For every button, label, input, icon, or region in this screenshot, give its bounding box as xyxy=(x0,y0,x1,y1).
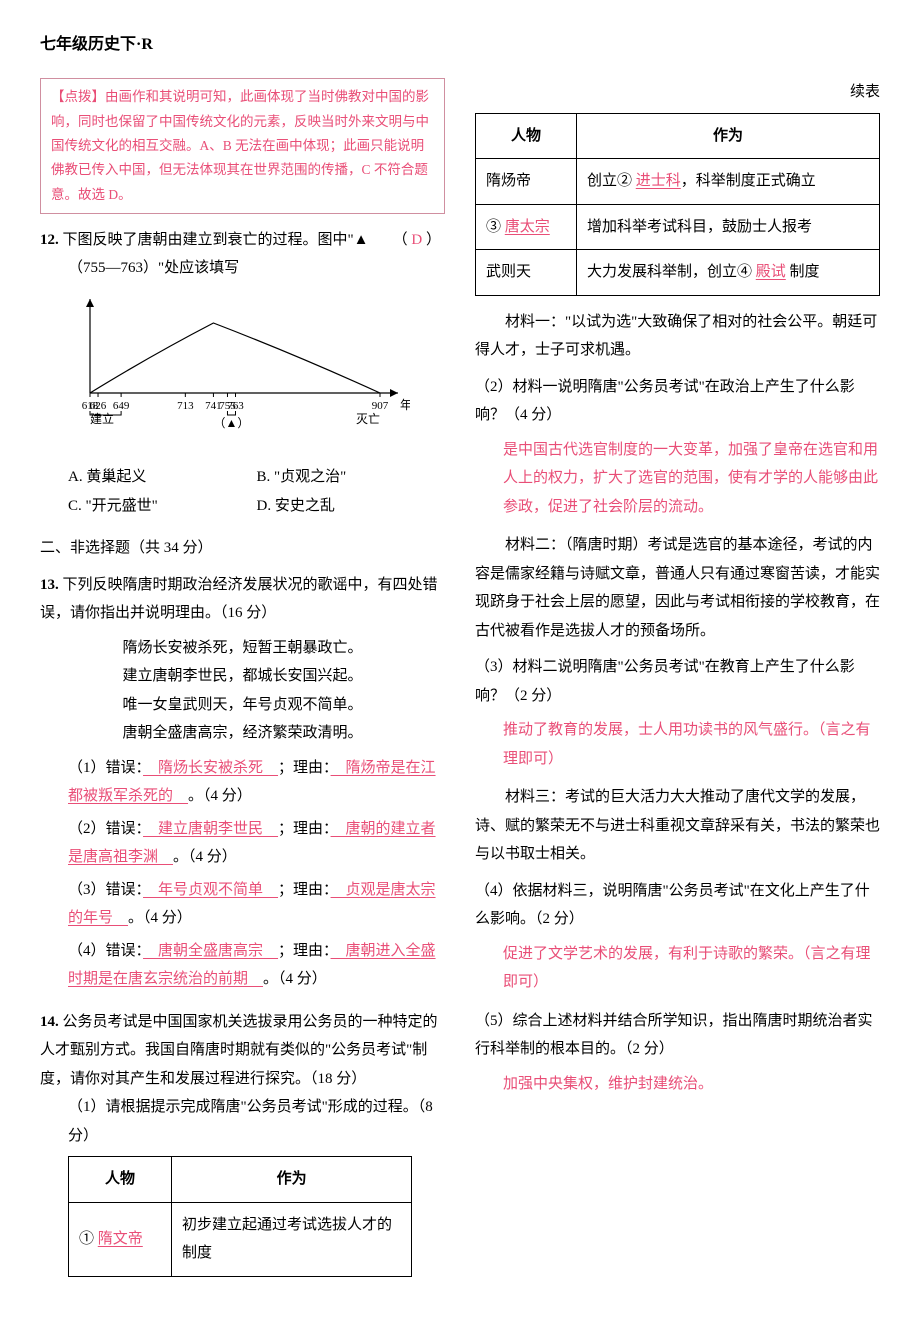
q14-sub4-a: 促进了文学艺术的发展，有利于诗歌的繁荣。（言之有理即可） xyxy=(503,940,880,997)
svg-text:灭亡: 灭亡 xyxy=(356,412,380,426)
q12-text-a: 下图反映了唐朝由建立到衰亡的过程。图中"▲ xyxy=(63,232,369,248)
cell-fill: 隋文帝 xyxy=(98,1231,143,1247)
svg-text:649: 649 xyxy=(113,400,130,412)
q12-opt-c: C. "开元盛世" xyxy=(68,492,257,521)
q12-answer-paren: （ D ） xyxy=(393,226,441,255)
svg-text:763: 763 xyxy=(227,400,244,412)
q12-opt-d: D. 安史之乱 xyxy=(257,492,446,521)
cell-fill: 殿试 xyxy=(756,264,786,280)
table-row: ① 隋文帝 初步建立起通过考试选拔人才的制度 xyxy=(69,1202,412,1276)
th-person: 人物 xyxy=(476,113,577,159)
th-person: 人物 xyxy=(69,1157,172,1203)
table-row: 武则天 大力发展科举制，创立④ 殿试 制度 xyxy=(476,250,880,296)
table-row: ③ 唐太宗 增加科举考试科目，鼓励士人报考 xyxy=(476,204,880,250)
right-column: 续表 人物 作为 隋炀帝 创立② 进士科，科举制度正式确立 ③ 唐太宗 增加科举… xyxy=(475,78,880,1290)
hint-box: 【点拨】由画作和其说明可知，此画体现了当时佛教对中国的影响，同时也保留了中国传统… xyxy=(40,78,445,213)
q14-sub4-q: （4）依据材料三，说明隋唐"公务员考试"在文化上产生了什么影响。（2 分） xyxy=(475,877,880,934)
th-action: 作为 xyxy=(171,1157,411,1203)
cell-pre: ③ xyxy=(486,219,505,235)
paren-r: ） xyxy=(426,232,441,248)
q14-sub1-label: （1）请根据提示完成隋唐"公务员考试"形成的过程。（8 分） xyxy=(68,1093,445,1150)
q13-subitem: （1）错误： 隋炀长安被杀死 ；理由： 隋炀帝是在江都被叛军杀死的 。（4 分） xyxy=(68,754,445,811)
section-2-head: 二、非选择题（共 34 分） xyxy=(40,534,445,563)
q14-table2: 人物 作为 隋炀帝 创立② 进士科，科举制度正式确立 ③ 唐太宗 增加科举考试科… xyxy=(475,113,880,296)
q13-poem: 隋炀长安被杀死，短暂王朝暴政亡。 建立唐朝李世民，都城长安国兴起。 唯一女皇武则… xyxy=(40,634,445,748)
cell-pre: ① xyxy=(79,1231,98,1247)
question-14: 14. 公务员考试是中国国家机关选拔录用公务员的一种特定的人才甄别方式。我国自隋… xyxy=(40,1008,445,1277)
q14-sub3-q: （3）材料二说明隋唐"公务员考试"在教育上产生了什么影响？（2 分） xyxy=(475,653,880,710)
cell-post: 制度 xyxy=(786,264,820,280)
cell-fill: 唐太宗 xyxy=(505,219,550,235)
cell-pre: 创立② xyxy=(587,173,636,189)
q13-number: 13. xyxy=(40,577,59,593)
svg-text:713: 713 xyxy=(177,400,194,412)
table-row: 隋炀帝 创立② 进士科，科举制度正式确立 xyxy=(476,159,880,205)
question-13: 13. 下列反映隋唐时期政治经济发展状况的歌谣中，有四处错误，请你指出并说明理由… xyxy=(40,571,445,994)
two-column-layout: 【点拨】由画作和其说明可知，此画体现了当时佛教对中国的影响，同时也保留了中国传统… xyxy=(40,78,880,1290)
question-12: （ D ） 12. 下图反映了唐朝由建立到衰亡的过程。图中"▲ （755—763… xyxy=(40,226,445,521)
q14-sub5-q: （5）综合上述材料并结合所学知识，指出隋唐时期统治者实行科举制的根本目的。（2 … xyxy=(475,1007,880,1064)
cell-person: 武则天 xyxy=(476,250,577,296)
q13-subitem: （3）错误： 年号贞观不简单 ；理由： 贞观是唐太宗的年号 。（4 分） xyxy=(68,876,445,933)
poem-line: 唯一女皇武则天，年号贞观不简单。 xyxy=(40,691,445,720)
svg-text:626: 626 xyxy=(90,400,107,412)
q14-sub2-q: （2）材料一说明隋唐"公务员考试"在政治上产生了什么影响？（4 分） xyxy=(475,373,880,430)
cell-person: 隋炀帝 xyxy=(476,159,577,205)
q14-table1: 人物 作为 ① 隋文帝 初步建立起通过考试选拔人才的制度 xyxy=(68,1156,412,1277)
chart-svg: 618626649713741755763907年份建立（▲）灭亡 xyxy=(70,293,410,443)
poem-line: 唐朝全盛唐高宗，经济繁荣政清明。 xyxy=(40,719,445,748)
svg-text:（▲）: （▲） xyxy=(214,416,250,430)
cell-action: 初步建立起通过考试选拔人才的制度 xyxy=(171,1202,411,1276)
material-2: 材料二：（隋唐时期）考试是选官的基本途径，考试的内容是儒家经籍与诗赋文章，普通人… xyxy=(475,531,880,645)
svg-text:建立: 建立 xyxy=(90,411,114,426)
poem-line: 建立唐朝李世民，都城长安国兴起。 xyxy=(40,662,445,691)
left-column: 【点拨】由画作和其说明可知，此画体现了当时佛教对中国的影响，同时也保留了中国传统… xyxy=(40,78,445,1290)
q12-text-b: （755—763）"处应该填写 xyxy=(68,260,239,276)
q12-number: 12. xyxy=(40,232,59,248)
q14-stem: 公务员考试是中国国家机关选拔录用公务员的一种特定的人才甄别方式。我国自隋唐时期就… xyxy=(40,1014,438,1087)
material-1: 材料一："以试为选"大致确保了相对的社会公平。朝廷可得人才，士子可求机遇。 xyxy=(475,308,880,365)
material-3: 材料三：考试的巨大活力大大推动了唐代文学的发展，诗、赋的繁荣无不与进士科重视文章… xyxy=(475,783,880,869)
svg-text:年份: 年份 xyxy=(400,398,410,412)
paren-l: （ xyxy=(393,232,408,248)
cell-post: ，科举制度正式确立 xyxy=(681,173,816,189)
q14-sub2-a: 是中国古代选官制度的一大变革，加强了皇帝在选官和用人上的权力，扩大了选官的范围，… xyxy=(503,436,880,522)
q13-subitem: （4）错误： 唐朝全盛唐高宗 ；理由： 唐朝进入全盛时期是在唐玄宗统治的前期 。… xyxy=(68,937,445,994)
q12-options: A. 黄巢起义 B. "贞观之治" C. "开元盛世" D. 安史之乱 xyxy=(68,463,445,520)
q13-subitem: （2）错误： 建立唐朝李世民 ；理由： 唐朝的建立者是唐高祖李渊 。（4 分） xyxy=(68,815,445,872)
cell-fill: 进士科 xyxy=(636,173,681,189)
th-action: 作为 xyxy=(577,113,880,159)
svg-text:907: 907 xyxy=(372,400,389,412)
q14-sub3-a: 推动了教育的发展，士人用功读书的风气盛行。（言之有理即可） xyxy=(503,716,880,773)
q12-chart: 618626649713741755763907年份建立（▲）灭亡 xyxy=(70,293,425,454)
cell-pre: 大力发展科举制，创立④ xyxy=(587,264,756,280)
q12-opt-b: B. "贞观之治" xyxy=(257,463,446,492)
q14-sub5-a: 加强中央集权，维护封建统治。 xyxy=(503,1070,880,1099)
q14-number: 14. xyxy=(40,1014,59,1030)
page-header: 七年级历史下·R xyxy=(40,30,880,60)
q13-stem: 下列反映隋唐时期政治经济发展状况的歌谣中，有四处错误，请你指出并说明理由。（16… xyxy=(40,577,438,622)
cell-action: 增加科举考试科目，鼓励士人报考 xyxy=(577,204,880,250)
poem-line: 隋炀长安被杀死，短暂王朝暴政亡。 xyxy=(40,634,445,663)
q12-answer: D xyxy=(411,232,422,248)
continued-label: 续表 xyxy=(475,78,880,107)
q12-opt-a: A. 黄巢起义 xyxy=(68,463,257,492)
